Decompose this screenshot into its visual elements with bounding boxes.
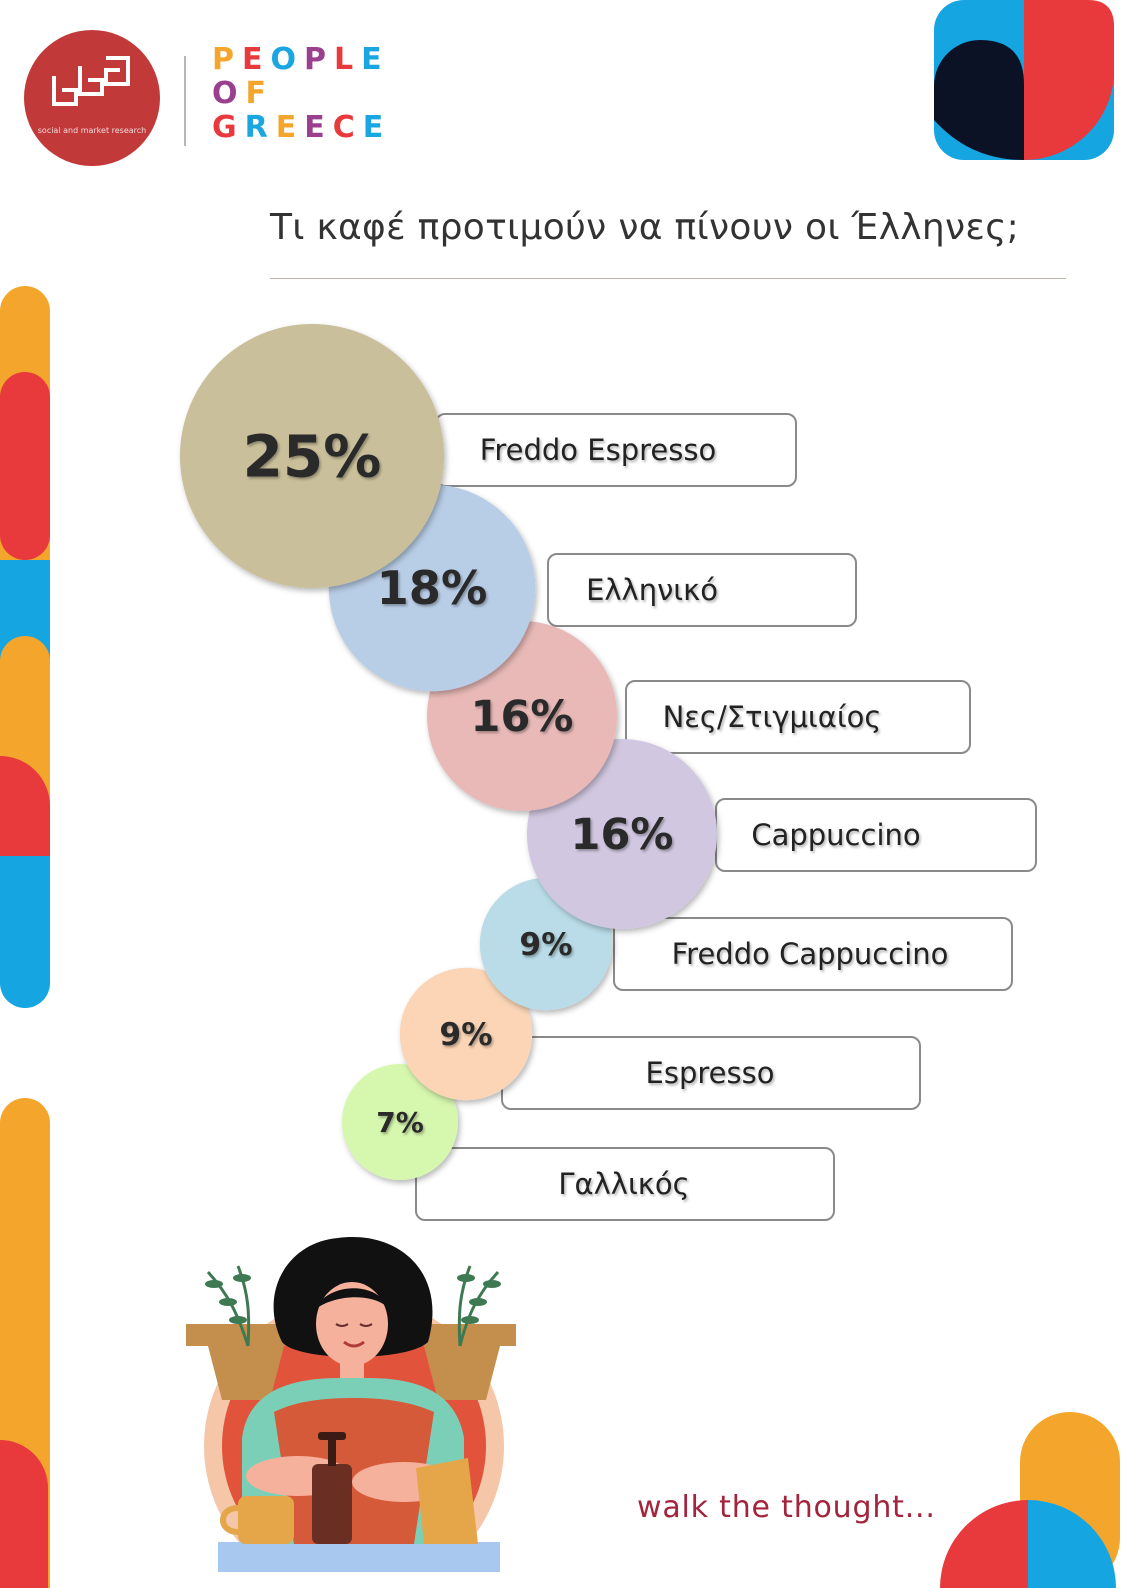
barista-illustration xyxy=(186,1237,516,1572)
value-bubble xyxy=(399,967,533,1101)
brand-letter: R xyxy=(244,110,276,145)
left-decorative-shapes xyxy=(0,286,50,1588)
brand-letter: E xyxy=(275,110,305,145)
brand-line-of: OF xyxy=(212,78,274,110)
footer-slogan: walk the thought... xyxy=(637,1490,936,1525)
value-bubble xyxy=(180,324,444,588)
category-label-box xyxy=(613,917,1013,991)
page-title: Τι καφέ προτιμούν να πίνουν οι Έλληνες; xyxy=(270,207,1020,248)
brand-letter: P xyxy=(304,42,335,77)
top-right-decorative-shape xyxy=(934,0,1114,161)
category-label-box xyxy=(625,680,971,754)
brand-letter: C xyxy=(332,110,363,145)
brand-letter: E xyxy=(361,42,390,77)
category-label: Freddo Cappuccino xyxy=(672,937,949,971)
value-bubble xyxy=(342,1064,458,1180)
brand-line-people: PEOPLE xyxy=(212,44,390,76)
logo-tagline: social and market research xyxy=(37,126,147,135)
value-label: 16% xyxy=(571,810,674,860)
logo-divider xyxy=(184,56,186,146)
category-label-box xyxy=(547,553,857,627)
category-label-box xyxy=(415,1147,835,1221)
brand-letter: P xyxy=(212,42,242,77)
brand-letter: E xyxy=(242,42,271,77)
value-label: 9% xyxy=(519,927,572,963)
brand-letter: F xyxy=(245,76,275,111)
category-label: Espresso xyxy=(646,1056,775,1090)
brand-letter: E xyxy=(304,110,333,145)
brand-letter: G xyxy=(212,110,245,145)
logo-mark-icon xyxy=(52,56,130,106)
value-label: 18% xyxy=(377,561,488,615)
bottom-right-decorative-shape xyxy=(940,1412,1120,1588)
logo-circle xyxy=(24,30,160,166)
brand-letter: O xyxy=(270,42,305,77)
value-label: 16% xyxy=(471,692,574,742)
category-label: Νες/Στιγμιαίος xyxy=(663,700,882,734)
value-label: 9% xyxy=(439,1017,492,1053)
brand-letter: O xyxy=(212,76,246,111)
category-label: Ελληνικό xyxy=(586,573,718,607)
category-label: Cappuccino xyxy=(751,818,920,852)
brand-letter: E xyxy=(362,110,392,145)
category-label: Freddo Espresso xyxy=(480,433,716,467)
category-label: Γαλλικός xyxy=(558,1167,689,1201)
value-label: 7% xyxy=(376,1106,424,1139)
brand-line-greece: GREECE xyxy=(212,112,391,144)
title-divider xyxy=(270,278,1066,279)
value-label: 25% xyxy=(243,422,382,490)
brand-letter: L xyxy=(334,42,362,77)
